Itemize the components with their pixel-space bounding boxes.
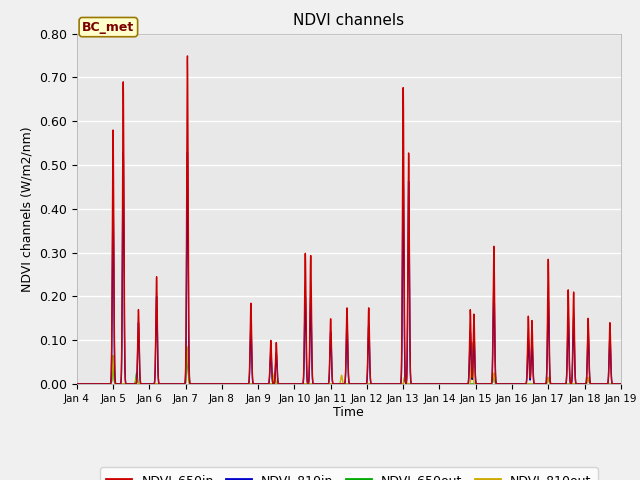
NDVI_650in	[73, 381, 81, 387]
NDVI_650in	[167, 381, 175, 387]
NDVI_650in	[305, 368, 313, 374]
Line: NDVI_810in: NDVI_810in	[77, 152, 621, 384]
NDVI_650in	[135, 316, 143, 322]
NDVI_650out	[282, 381, 289, 387]
NDVI_650out	[135, 381, 143, 387]
NDVI_650in	[548, 381, 556, 387]
NDVI_810in	[548, 381, 556, 387]
NDVI_810in	[73, 381, 81, 387]
NDVI_810out	[305, 381, 313, 387]
NDVI_810out	[282, 381, 289, 387]
Line: NDVI_650in: NDVI_650in	[77, 56, 621, 384]
Line: NDVI_650out: NDVI_650out	[77, 356, 621, 384]
NDVI_650out	[548, 381, 556, 387]
X-axis label: Time: Time	[333, 407, 364, 420]
NDVI_650in	[617, 381, 625, 387]
NDVI_810in	[607, 338, 614, 344]
NDVI_650in	[282, 381, 289, 387]
Y-axis label: NDVI channels (W/m2/nm): NDVI channels (W/m2/nm)	[20, 126, 33, 292]
NDVI_650in	[184, 53, 191, 59]
Title: NDVI channels: NDVI channels	[293, 13, 404, 28]
Text: BC_met: BC_met	[82, 21, 134, 34]
NDVI_650out	[73, 381, 81, 387]
NDVI_810out	[135, 381, 143, 387]
Legend: NDVI_650in, NDVI_810in, NDVI_650out, NDVI_810out: NDVI_650in, NDVI_810in, NDVI_650out, NDV…	[100, 468, 598, 480]
NDVI_650in	[607, 327, 614, 333]
NDVI_810out	[468, 340, 476, 346]
NDVI_650out	[607, 381, 614, 387]
NDVI_650out	[305, 381, 313, 387]
NDVI_810in	[282, 381, 289, 387]
Line: NDVI_810out: NDVI_810out	[77, 343, 621, 384]
NDVI_810in	[168, 381, 175, 387]
NDVI_650out	[617, 381, 625, 387]
NDVI_810in	[305, 372, 313, 378]
NDVI_810out	[607, 381, 614, 387]
NDVI_810out	[617, 381, 625, 387]
NDVI_810in	[617, 381, 625, 387]
NDVI_810out	[167, 381, 175, 387]
NDVI_650out	[167, 381, 175, 387]
NDVI_810out	[73, 381, 81, 387]
NDVI_810in	[135, 336, 143, 342]
NDVI_650out	[184, 353, 191, 359]
NDVI_810out	[548, 381, 556, 387]
NDVI_810in	[120, 149, 127, 155]
